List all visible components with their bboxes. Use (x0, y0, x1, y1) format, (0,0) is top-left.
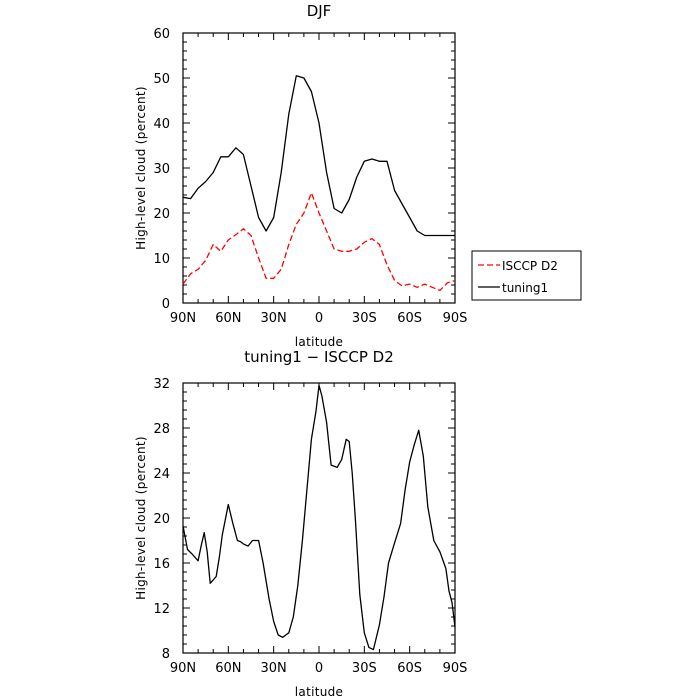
y-tick-label: 28 (153, 422, 170, 437)
chart-title: DJF (307, 2, 332, 20)
x-axis-label: latitude (295, 685, 343, 699)
x-tick-label: 90S (443, 661, 468, 676)
chart-title: tuning1 − ISCCP D2 (244, 348, 394, 366)
x-tick-label: 30S (352, 661, 377, 676)
y-tick-label: 24 (153, 467, 170, 482)
y-tick-label: 60 (153, 27, 170, 42)
series-line-tuning1 (182, 75, 455, 237)
y-tick-label: 0 (162, 297, 170, 312)
y-tick-label: 20 (153, 207, 170, 222)
x-tick-label: 60N (215, 661, 241, 676)
y-tick-label: 50 (153, 72, 170, 87)
y-tick-label: 40 (153, 117, 170, 132)
y-axis-label: High-level cloud (percent) (134, 436, 148, 600)
chart-panel-1: 90N 60N 30N 0 30S 60S 90S 0 10 20 30 40 50 60 DJF latit… (134, 2, 467, 349)
x-tick-label: 30N (261, 661, 287, 676)
x-tick-label: 30S (352, 311, 377, 326)
x-tick-label: 90S (443, 311, 468, 326)
chart-panel-2: 90N 60N 30N 0 30S 60S 90S 8 12 16 20 24 28 32 tuning1 … (134, 348, 467, 699)
x-tick-label: 0 (315, 661, 323, 676)
x-tick-label: 60S (397, 661, 422, 676)
y-tick-label: 8 (162, 647, 170, 662)
x-tick-label: 0 (315, 311, 323, 326)
legend-box (471, 250, 582, 301)
x-tick-label: 60N (215, 311, 241, 326)
legend: ISCCP D2 tuning1 (471, 250, 582, 301)
x-tick-label: 60S (397, 311, 422, 326)
plot-frame (182, 32, 456, 304)
y-tick-label: 10 (153, 252, 170, 267)
y-tick-label: 16 (153, 557, 170, 572)
y-tick-label: 32 (153, 377, 170, 392)
plot-frame (182, 382, 456, 654)
legend-label: ISCCP D2 (502, 259, 558, 273)
legend-label: tuning1 (502, 281, 548, 295)
x-tick-label: 90N (170, 661, 196, 676)
y-tick-label: 20 (153, 512, 170, 527)
y-tick-label: 30 (153, 162, 170, 177)
y-axis-label: High-level cloud (percent) (134, 86, 148, 250)
y-tick-label: 12 (153, 602, 170, 617)
x-axis-label: latitude (295, 335, 343, 349)
series-line-difference (182, 384, 456, 651)
x-tick-label: 30N (261, 311, 287, 326)
series-line-isccp-d2 (182, 192, 456, 292)
x-tick-label: 90N (170, 311, 196, 326)
